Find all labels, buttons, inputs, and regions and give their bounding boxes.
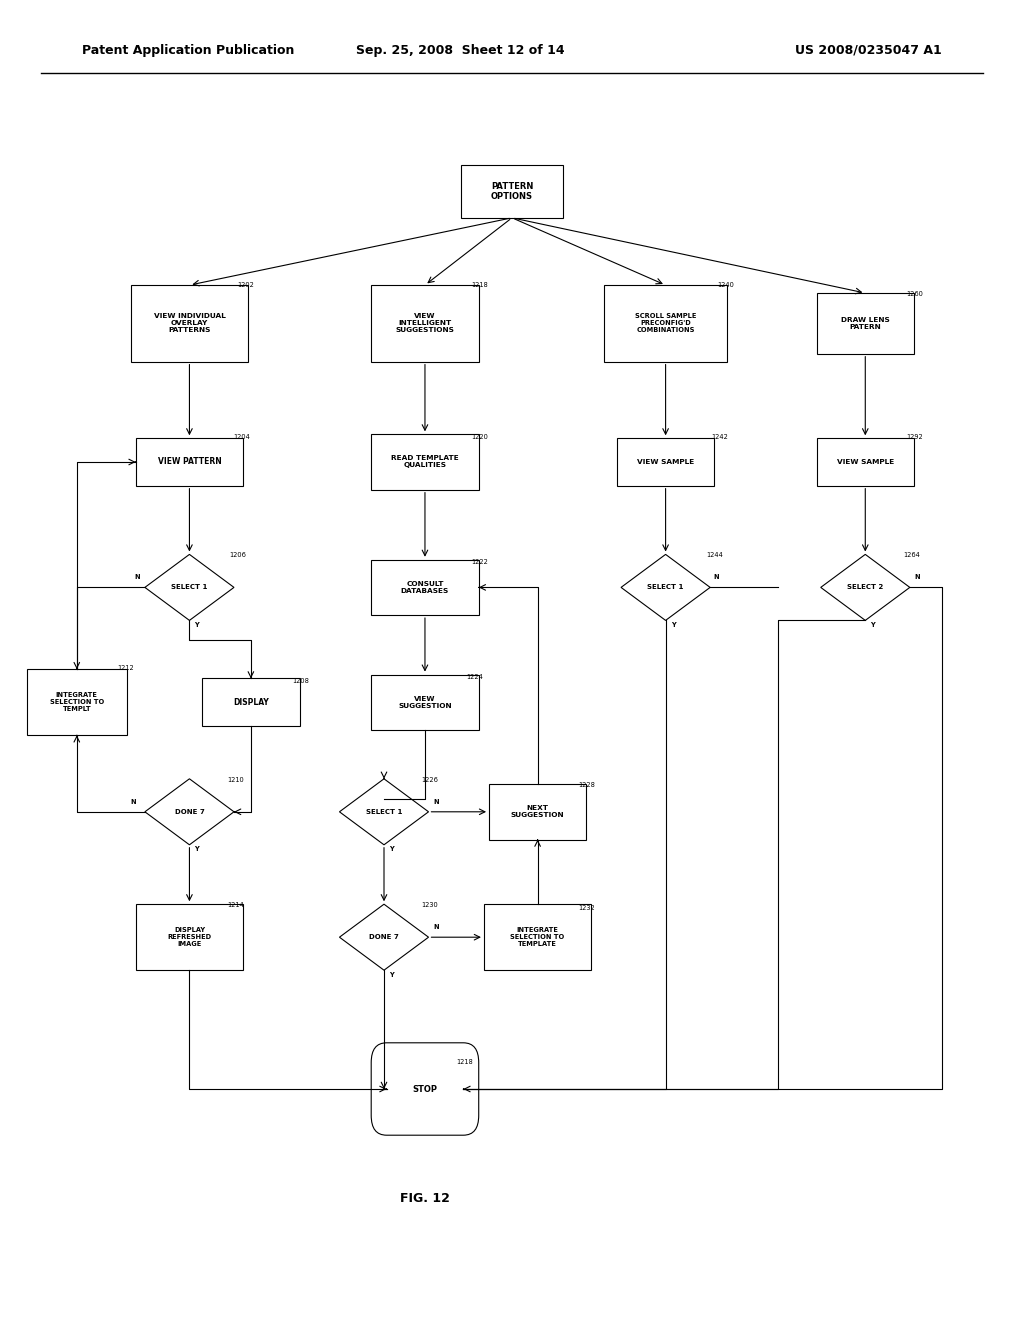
- Text: Patent Application Publication: Patent Application Publication: [82, 44, 294, 57]
- Text: 1218: 1218: [457, 1059, 473, 1065]
- Text: 1212: 1212: [118, 664, 134, 671]
- Text: 1204: 1204: [233, 433, 250, 440]
- Text: STOP: STOP: [413, 1085, 437, 1093]
- Bar: [371, 285, 478, 362]
- Text: Y: Y: [389, 972, 394, 978]
- Bar: [135, 904, 244, 970]
- Text: NEXT
SUGGESTION: NEXT SUGGESTION: [511, 805, 564, 818]
- Text: 1242: 1242: [712, 433, 728, 440]
- Text: 1260: 1260: [906, 290, 923, 297]
- Text: N: N: [714, 574, 719, 581]
- Text: DONE 7: DONE 7: [174, 809, 205, 814]
- Text: 1220: 1220: [471, 433, 487, 440]
- Bar: [616, 438, 715, 486]
- Text: VIEW
INTELLIGENT
SUGGESTIONS: VIEW INTELLIGENT SUGGESTIONS: [395, 313, 455, 334]
- Bar: [371, 434, 478, 490]
- Text: 1224: 1224: [466, 673, 482, 680]
- Text: N: N: [131, 799, 136, 805]
- Text: Y: Y: [195, 622, 200, 628]
- Text: 1210: 1210: [227, 776, 244, 783]
- Text: INTEGRATE
SELECTION TO
TEMPLATE: INTEGRATE SELECTION TO TEMPLATE: [511, 927, 564, 948]
- Bar: [489, 784, 586, 840]
- Text: N: N: [433, 799, 438, 805]
- Text: Y: Y: [389, 846, 394, 853]
- Text: 1264: 1264: [903, 552, 920, 558]
- Text: 1232: 1232: [579, 904, 595, 911]
- Text: SCROLL SAMPLE
PRECONFIG'D
COMBINATIONS: SCROLL SAMPLE PRECONFIG'D COMBINATIONS: [635, 313, 696, 334]
- Text: CONSULT
DATABASES: CONSULT DATABASES: [400, 581, 450, 594]
- Text: Sep. 25, 2008  Sheet 12 of 14: Sep. 25, 2008 Sheet 12 of 14: [356, 44, 565, 57]
- Text: VIEW INDIVIDUAL
OVERLAY
PATTERNS: VIEW INDIVIDUAL OVERLAY PATTERNS: [154, 313, 225, 334]
- Text: N: N: [914, 574, 920, 581]
- Text: 1244: 1244: [707, 552, 723, 558]
- Text: 1240: 1240: [717, 281, 733, 288]
- Text: N: N: [433, 924, 438, 931]
- Text: SELECT 2: SELECT 2: [847, 585, 884, 590]
- Text: 1292: 1292: [906, 433, 923, 440]
- Text: DISPLAY: DISPLAY: [233, 698, 268, 706]
- Text: DRAW LENS
PATERN: DRAW LENS PATERN: [841, 317, 890, 330]
- Text: VIEW
SUGGESTION: VIEW SUGGESTION: [398, 696, 452, 709]
- Text: Y: Y: [870, 622, 876, 628]
- Text: 1228: 1228: [579, 781, 595, 788]
- Text: SELECT 1: SELECT 1: [171, 585, 208, 590]
- Text: 1206: 1206: [229, 552, 246, 558]
- Bar: [135, 438, 244, 486]
- Text: 1226: 1226: [421, 776, 437, 783]
- Text: 1208: 1208: [292, 677, 308, 684]
- Bar: [604, 285, 727, 362]
- Text: US 2008/0235047 A1: US 2008/0235047 A1: [796, 44, 942, 57]
- Bar: [371, 675, 478, 730]
- Bar: [203, 678, 299, 726]
- Bar: [817, 438, 913, 486]
- Text: FIG. 12: FIG. 12: [400, 1192, 450, 1205]
- Text: VIEW PATTERN: VIEW PATTERN: [158, 458, 221, 466]
- Text: SELECT 1: SELECT 1: [366, 809, 402, 814]
- Text: SELECT 1: SELECT 1: [647, 585, 684, 590]
- Text: 1218: 1218: [471, 281, 487, 288]
- Text: INTEGRATE
SELECTION TO
TEMPLT: INTEGRATE SELECTION TO TEMPLT: [50, 692, 103, 713]
- Text: VIEW SAMPLE: VIEW SAMPLE: [637, 459, 694, 465]
- Bar: [27, 669, 127, 735]
- Text: READ TEMPLATE
QUALITIES: READ TEMPLATE QUALITIES: [391, 455, 459, 469]
- Bar: [461, 165, 563, 218]
- Bar: [817, 293, 913, 354]
- Text: 1202: 1202: [238, 281, 254, 288]
- Bar: [131, 285, 248, 362]
- Text: DISPLAY
REFRESHED
IMAGE: DISPLAY REFRESHED IMAGE: [167, 927, 212, 948]
- Bar: [484, 904, 592, 970]
- Text: 1214: 1214: [227, 902, 244, 908]
- Text: 1230: 1230: [421, 902, 437, 908]
- Text: VIEW SAMPLE: VIEW SAMPLE: [837, 459, 894, 465]
- Text: DONE 7: DONE 7: [369, 935, 399, 940]
- Text: Y: Y: [195, 846, 200, 853]
- Text: 1222: 1222: [471, 558, 487, 565]
- Text: N: N: [135, 574, 140, 581]
- Text: PATTERN
OPTIONS: PATTERN OPTIONS: [490, 182, 534, 201]
- Bar: [371, 560, 478, 615]
- Text: Y: Y: [671, 622, 676, 628]
